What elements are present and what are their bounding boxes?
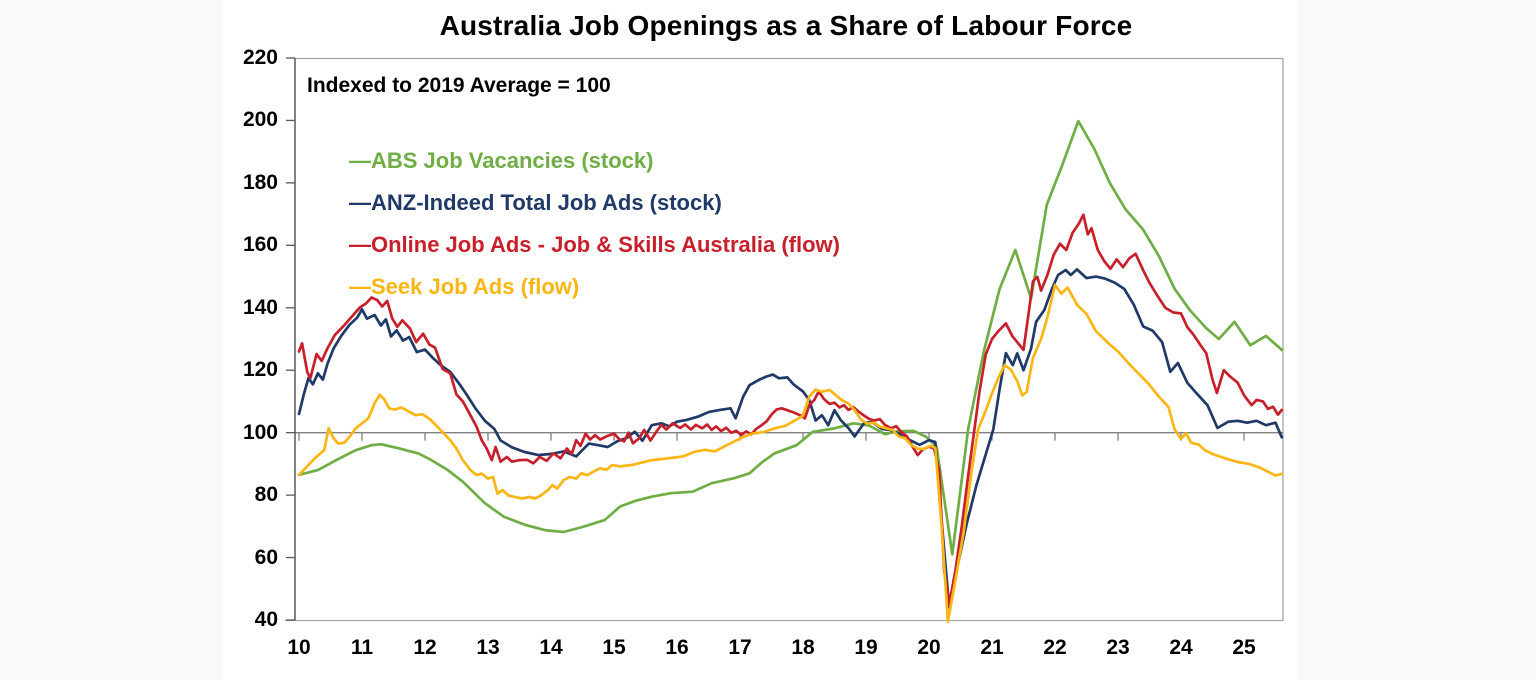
x-axis-label: 13	[476, 636, 500, 659]
legend-label: Online Job Ads - Job & Skills Australia …	[371, 232, 840, 257]
x-axis-label: 24	[1169, 636, 1193, 659]
x-axis-label: 16	[665, 636, 689, 659]
plot-border	[285, 57, 1284, 622]
legend-key-anz-indeed: —	[349, 190, 371, 215]
legend-item-anz-indeed: —ANZ-Indeed Total Job Ads (stock)	[349, 190, 722, 216]
series-line-anz-indeed	[297, 268, 1284, 609]
x-axis-label: 23	[1106, 636, 1130, 659]
legend-item-abs: —ABS Job Vacancies (stock)	[349, 148, 653, 174]
legend-label: Seek Job Ads (flow)	[371, 274, 580, 299]
legend-item-seek: —Seek Job Ads (flow)	[349, 274, 579, 300]
series-line-seek	[297, 283, 1284, 623]
x-axis-label: 17	[728, 636, 752, 659]
legend-key-online-job-ads: —	[349, 232, 371, 257]
x-axis-label: 15	[602, 636, 626, 659]
series-line-abs	[297, 119, 1284, 556]
y-axis-label: 40	[254, 608, 278, 631]
y-axis-label: 220	[242, 46, 278, 69]
x-axis-label: 18	[791, 636, 815, 659]
y-axis-label: 60	[254, 545, 278, 569]
x-axis-label: 11	[350, 636, 374, 659]
y-axis-label: 180	[242, 170, 278, 194]
legend-key-seek: —	[349, 274, 371, 299]
y-axis-label: 80	[254, 483, 278, 507]
legend-label: ABS Job Vacancies (stock)	[371, 148, 654, 173]
x-axis-label: 19	[854, 636, 878, 659]
y-axis-label: 200	[242, 108, 278, 132]
y-axis-label: 140	[242, 295, 278, 319]
x-axis-label: 20	[917, 636, 941, 659]
x-axis-label: 22	[1043, 636, 1067, 659]
x-axis-label: 25	[1232, 636, 1256, 659]
series-line-online-job-ads	[297, 213, 1284, 606]
x-axis-label: 14	[539, 636, 563, 659]
y-axis-label: 100	[242, 420, 278, 444]
index-annotation: Indexed to 2019 Average = 100	[307, 74, 611, 97]
legend-key-abs: —	[349, 148, 371, 173]
y-axis-label: 120	[242, 358, 278, 382]
y-axis-label: 160	[242, 233, 278, 257]
legend-item-online-job-ads: —Online Job Ads - Job & Skills Australia…	[349, 232, 840, 258]
x-axis-label: 21	[980, 636, 1004, 659]
legend-label: ANZ-Indeed Total Job Ads (stock)	[371, 190, 722, 215]
x-axis-label: 12	[413, 636, 437, 659]
chart-title: Australia Job Openings as a Share of Lab…	[439, 10, 1133, 41]
x-axis-label: 10	[287, 636, 311, 659]
